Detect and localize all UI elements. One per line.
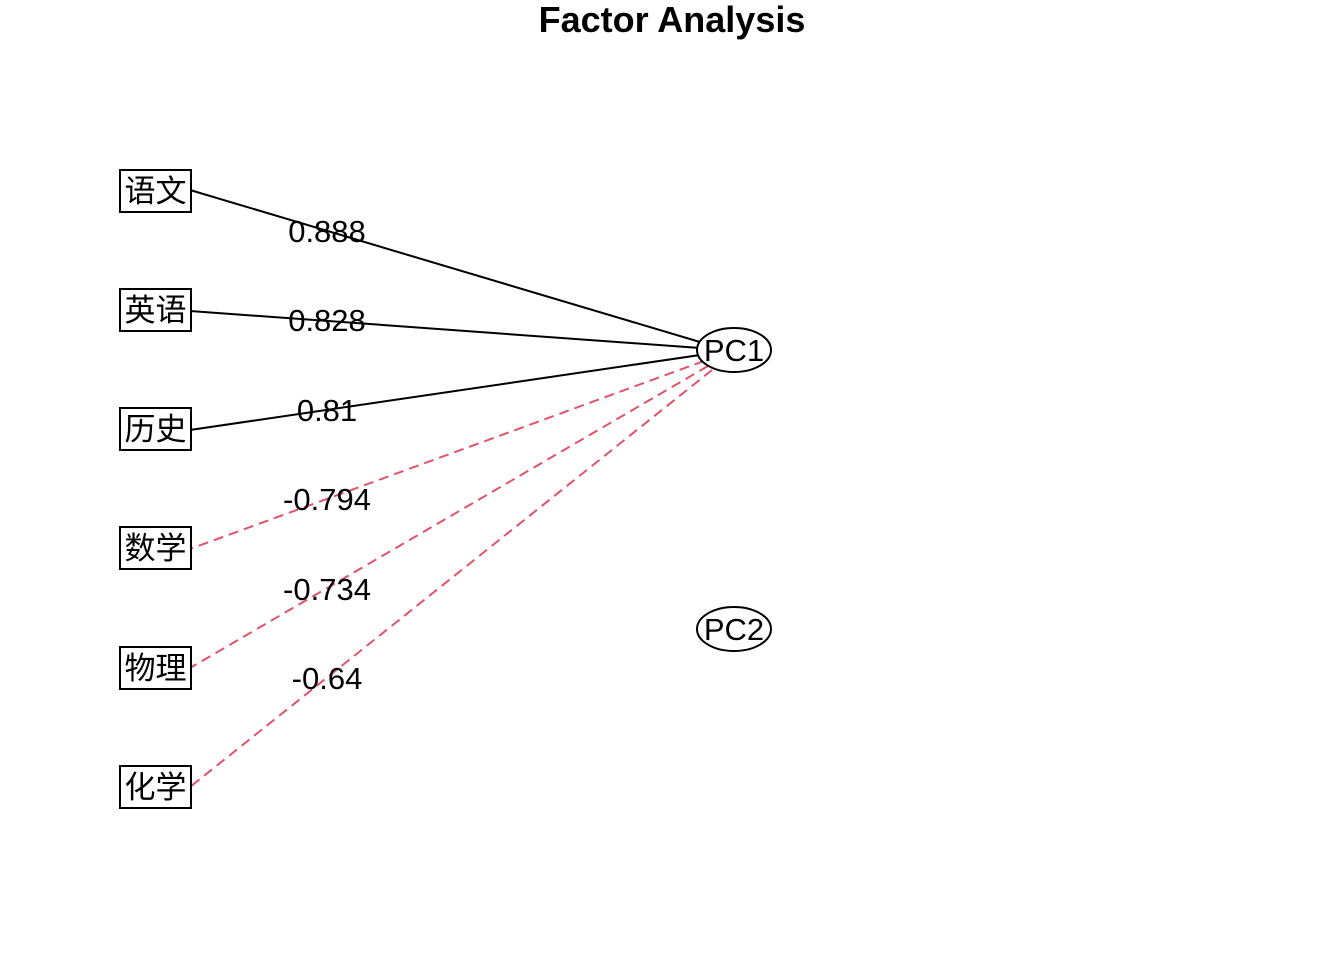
variable-label: 物理 <box>125 651 187 687</box>
loading-label: 0.81 <box>297 393 357 428</box>
loading-label: 0.828 <box>288 303 366 338</box>
edge-var3-pc1 <box>190 354 701 430</box>
edge-var6-pc1 <box>190 369 713 787</box>
loading-edges <box>190 190 713 787</box>
chart-title: Factor Analysis <box>539 0 806 40</box>
loading-labels: 0.888 0.828 0.81 -0.794 -0.734 -0.64 <box>283 214 371 696</box>
factor-label: PC1 <box>704 333 764 368</box>
loading-label: -0.64 <box>292 661 363 696</box>
edge-var4-pc1 <box>190 360 705 549</box>
variable-node: 数学 <box>119 526 192 570</box>
edge-var2-pc1 <box>190 311 701 349</box>
edge-var5-pc1 <box>190 365 709 668</box>
loading-label: -0.794 <box>283 482 371 517</box>
variable-node: 英语 <box>119 288 192 332</box>
variable-label: 数学 <box>125 531 187 567</box>
variable-label: 历史 <box>125 412 187 448</box>
factor-node-pc2: PC2 <box>696 606 772 652</box>
variable-node: 化学 <box>119 765 192 809</box>
variable-label: 化学 <box>125 770 187 806</box>
factor-node-pc1: PC1 <box>696 327 772 373</box>
variable-node: 物理 <box>119 646 192 690</box>
variable-node: 历史 <box>119 407 192 451</box>
variable-label: 语文 <box>125 174 187 210</box>
loading-label: 0.888 <box>288 214 366 249</box>
factor-nodes: PC1 PC2 <box>696 327 772 652</box>
variable-node: 语文 <box>119 169 192 213</box>
edge-var1-pc1 <box>190 190 701 343</box>
loading-label: -0.734 <box>283 572 371 607</box>
factor-label: PC2 <box>704 612 764 647</box>
variable-nodes: 语文 英语 历史 数学 物理 化学 <box>119 169 192 809</box>
variable-label: 英语 <box>125 293 187 329</box>
